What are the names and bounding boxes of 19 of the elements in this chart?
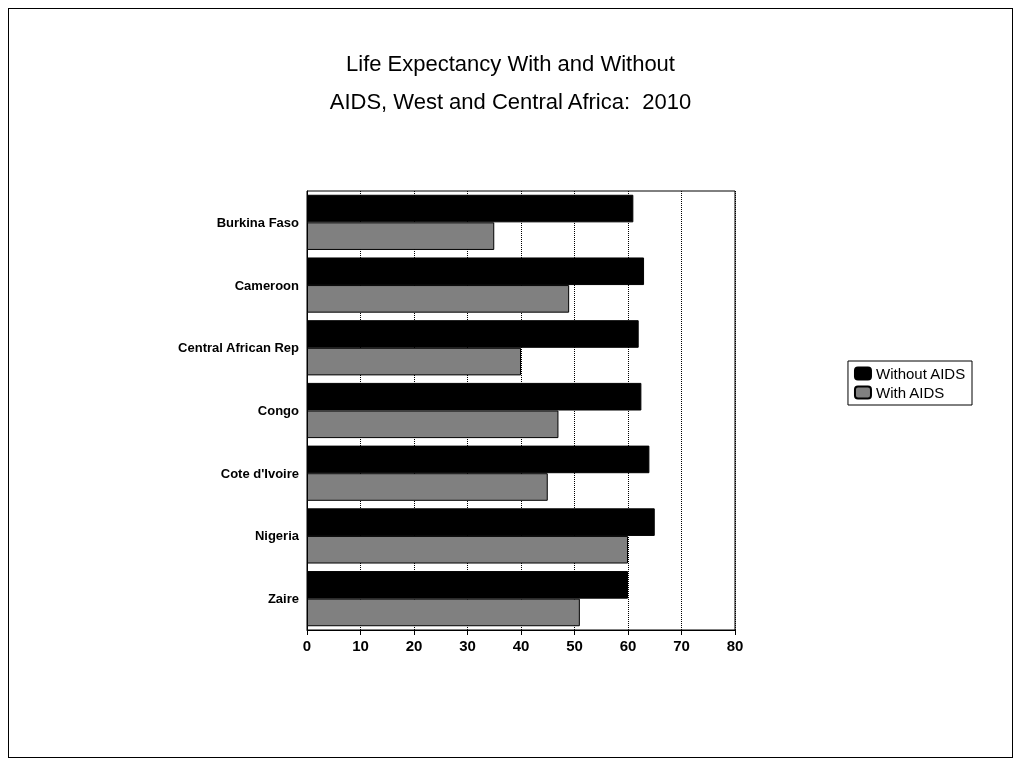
x-tick-label: 40 xyxy=(512,637,530,654)
y-tick-label: Congo xyxy=(257,403,300,418)
x-tick-label: 30 xyxy=(459,637,476,654)
chart-title: Life Expectancy With and Without AIDS, West and Central Africa: 2010 xyxy=(329,50,692,114)
y-tick-label: Zaire xyxy=(267,591,299,607)
y-tick-label: Central African Rep xyxy=(178,340,300,356)
y-tick-label: Nigeria xyxy=(254,528,300,544)
y-tick-label: Cameroon xyxy=(234,277,300,293)
y-tick-label: Burkina Faso xyxy=(216,214,300,230)
x-tick-label: 70 xyxy=(673,637,690,654)
legend-label: Without AIDS xyxy=(875,365,966,382)
x-tick-label: 0 xyxy=(302,637,312,654)
x-tick-label: 20 xyxy=(405,637,423,654)
x-tick-label: 50 xyxy=(566,637,583,654)
x-tick-label: 80 xyxy=(726,637,744,654)
legend-label: With AIDS xyxy=(875,384,945,401)
y-tick-label: Cote d'Ivoire xyxy=(220,465,299,481)
x-tick-label: 10 xyxy=(352,637,369,654)
x-tick-label: 60 xyxy=(619,637,637,654)
